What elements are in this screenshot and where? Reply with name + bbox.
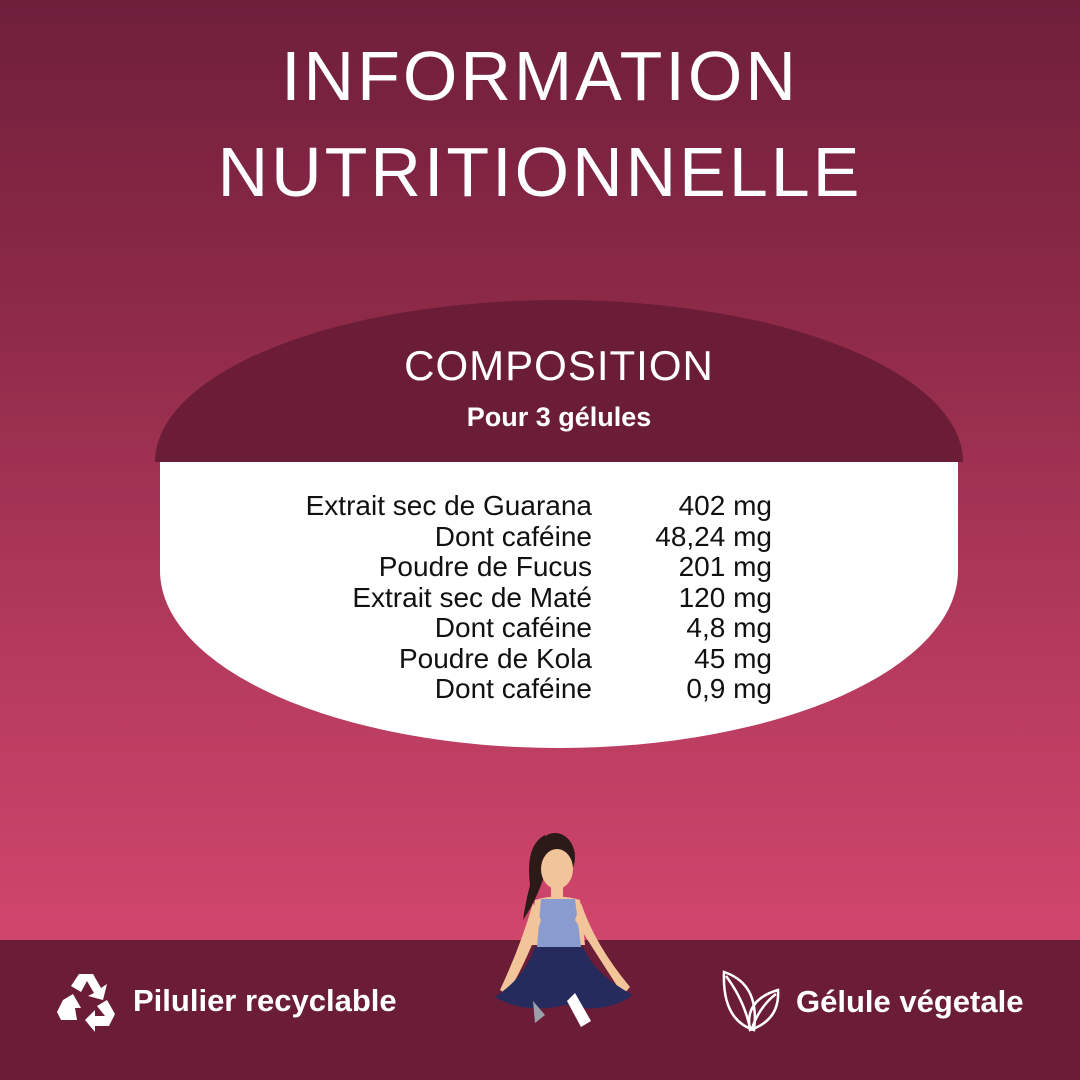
composition-body — [160, 462, 958, 748]
feature-label: Gélule végetale — [796, 984, 1024, 1019]
table-row: Dont caféine 4,8 mg — [434, 612, 772, 643]
leaf-icon — [722, 970, 780, 1032]
feature-recyclable: Pilulier recyclable — [55, 970, 397, 1032]
feature-vegetal: Gélule végetale — [720, 970, 1023, 1034]
table-row: Dont caféine 0,9 mg — [434, 673, 772, 704]
page-title: INFORMATION NUTRITIONNELLE — [217, 37, 863, 211]
feature-label: Pilulier recyclable — [133, 983, 397, 1018]
recycle-icon — [57, 974, 115, 1032]
table-row: Extrait sec de Guarana 402 mg — [305, 490, 772, 521]
table-row: Extrait sec de Maté 120 mg — [352, 581, 772, 613]
meditating-woman-illustration — [495, 833, 633, 1027]
table-row: Poudre de Kola 45 mg — [398, 642, 772, 674]
composition-table: Extrait sec de Guarana 402 mg Dont caféin… — [160, 491, 958, 705]
composition-heading: COMPOSITION — [404, 342, 714, 389]
table-row: Dont caféine 48,24 mg — [434, 520, 772, 552]
composition-subheading: Pour 3 gélules — [466, 402, 652, 432]
table-row: Poudre de Fucus 201 mg — [378, 551, 772, 582]
